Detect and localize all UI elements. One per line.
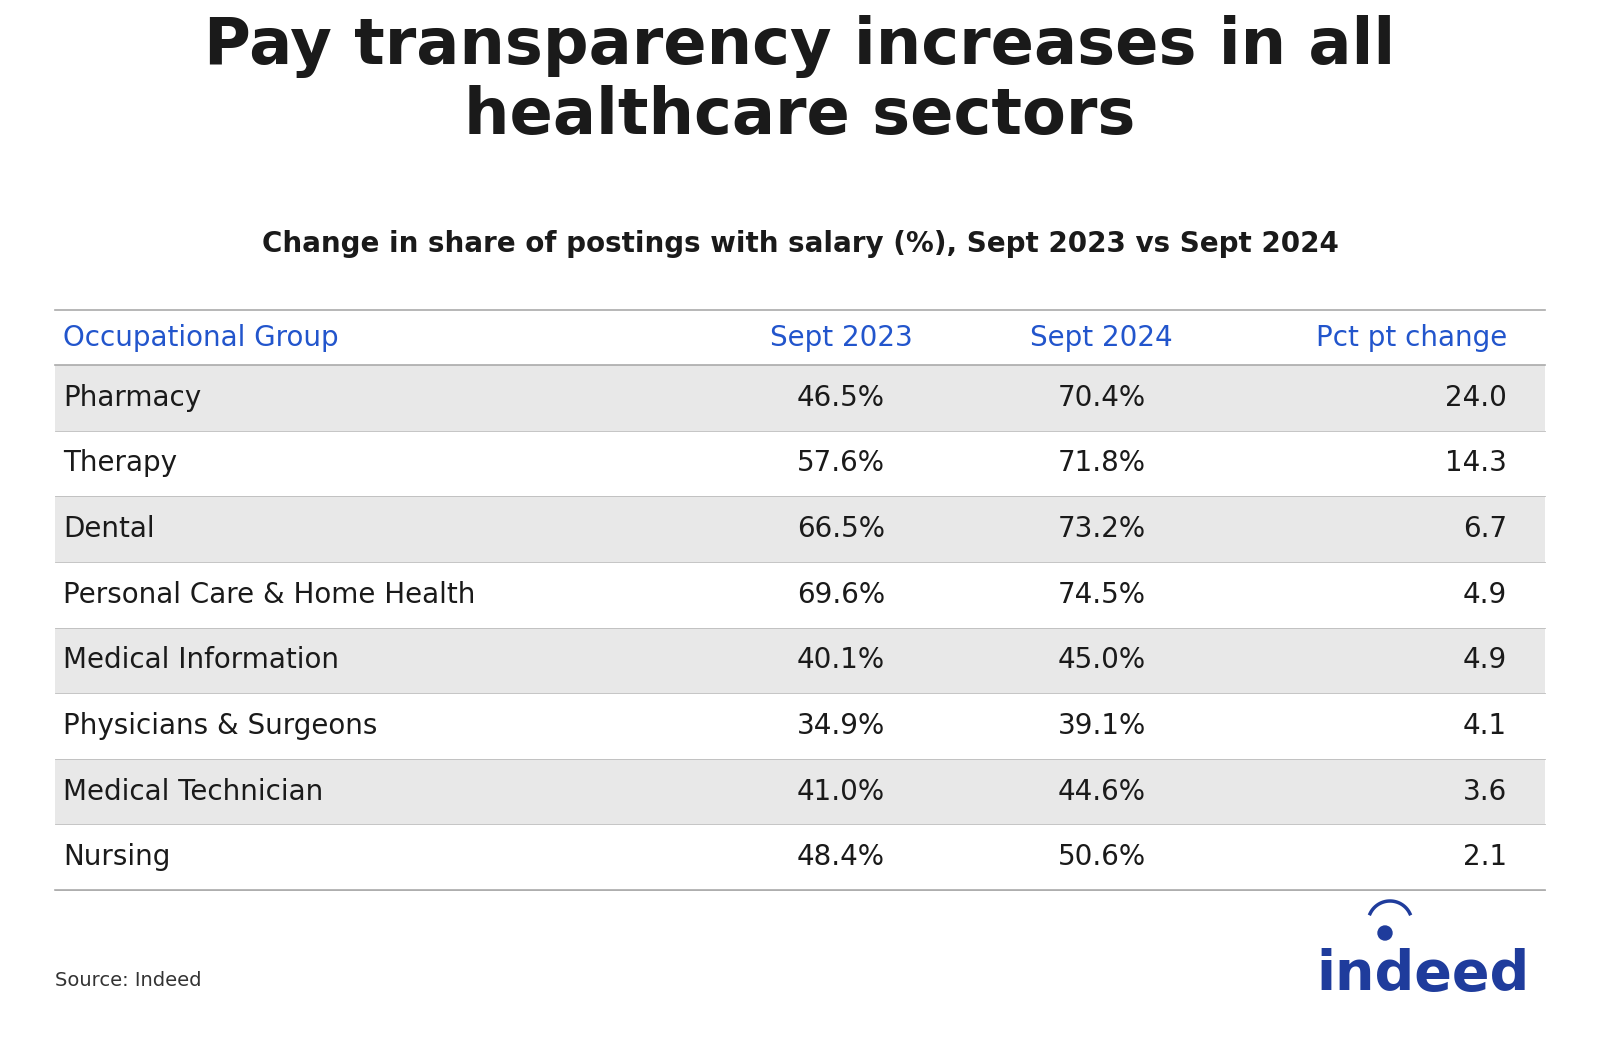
Text: Occupational Group: Occupational Group xyxy=(62,324,339,351)
Text: 39.1%: 39.1% xyxy=(1058,712,1146,740)
Bar xyxy=(54,628,1546,693)
Text: 66.5%: 66.5% xyxy=(797,515,885,543)
Text: Nursing: Nursing xyxy=(62,843,170,871)
Text: 4.1: 4.1 xyxy=(1462,712,1507,740)
Text: indeed: indeed xyxy=(1317,948,1530,1002)
Text: Therapy: Therapy xyxy=(62,449,178,478)
Bar xyxy=(54,562,1546,628)
Text: Personal Care & Home Health: Personal Care & Home Health xyxy=(62,580,475,609)
Text: 6.7: 6.7 xyxy=(1462,515,1507,543)
Text: 3.6: 3.6 xyxy=(1462,778,1507,806)
Text: 73.2%: 73.2% xyxy=(1058,515,1146,543)
Text: 50.6%: 50.6% xyxy=(1058,843,1146,871)
Text: Dental: Dental xyxy=(62,515,155,543)
Text: 70.4%: 70.4% xyxy=(1058,384,1146,411)
Text: 48.4%: 48.4% xyxy=(797,843,885,871)
Text: Medical Information: Medical Information xyxy=(62,647,339,674)
Text: 14.3: 14.3 xyxy=(1445,449,1507,478)
Text: Pct pt change: Pct pt change xyxy=(1315,324,1507,351)
Text: 71.8%: 71.8% xyxy=(1058,449,1146,478)
Text: 57.6%: 57.6% xyxy=(797,449,885,478)
Text: 24.0: 24.0 xyxy=(1445,384,1507,411)
Text: Sept 2023: Sept 2023 xyxy=(770,324,912,351)
Text: 45.0%: 45.0% xyxy=(1058,647,1146,674)
Text: 34.9%: 34.9% xyxy=(797,712,885,740)
Bar xyxy=(54,693,1546,759)
Circle shape xyxy=(1378,926,1392,940)
Text: 74.5%: 74.5% xyxy=(1058,580,1146,609)
Text: Sept 2024: Sept 2024 xyxy=(1030,324,1173,351)
Bar xyxy=(54,430,1546,496)
Text: 44.6%: 44.6% xyxy=(1058,778,1146,806)
Text: 4.9: 4.9 xyxy=(1462,580,1507,609)
Text: 46.5%: 46.5% xyxy=(797,384,885,411)
Text: Change in share of postings with salary (%), Sept 2023 vs Sept 2024: Change in share of postings with salary … xyxy=(261,230,1339,258)
Text: Medical Technician: Medical Technician xyxy=(62,778,323,806)
Text: 40.1%: 40.1% xyxy=(797,647,885,674)
Bar xyxy=(54,824,1546,890)
Bar xyxy=(54,365,1546,430)
Text: 4.9: 4.9 xyxy=(1462,647,1507,674)
Text: Source: Indeed: Source: Indeed xyxy=(54,971,202,990)
Text: 69.6%: 69.6% xyxy=(797,580,885,609)
Text: 2.1: 2.1 xyxy=(1462,843,1507,871)
Text: Pay transparency increases in all
healthcare sectors: Pay transparency increases in all health… xyxy=(205,15,1395,148)
Bar xyxy=(54,759,1546,824)
Text: 41.0%: 41.0% xyxy=(797,778,885,806)
Bar xyxy=(54,496,1546,562)
Text: Physicians & Surgeons: Physicians & Surgeons xyxy=(62,712,378,740)
Text: Pharmacy: Pharmacy xyxy=(62,384,202,411)
